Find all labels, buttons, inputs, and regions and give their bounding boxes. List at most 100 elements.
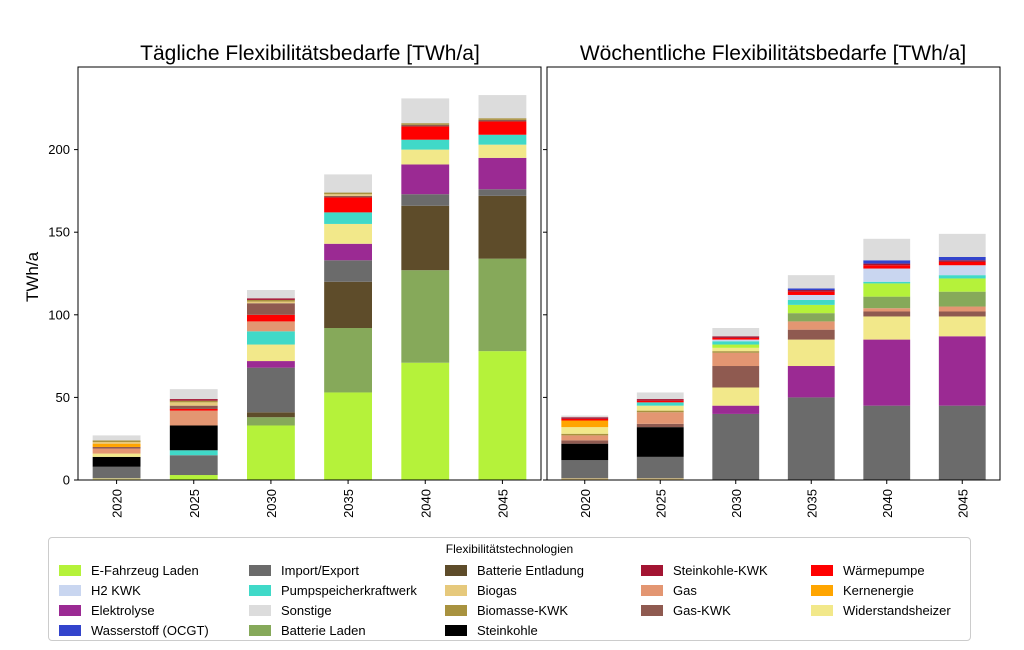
left-bar-2030-series-0 [247, 425, 295, 480]
legend-swatch [811, 564, 833, 576]
right-x-tick-label: 2045 [955, 489, 970, 518]
left-bar-2030-series-3 [247, 412, 295, 418]
right-bar-2030-series-12 [712, 341, 760, 345]
left-bar-2030-series-9 [247, 331, 295, 345]
left-bar-2035-series-7 [324, 243, 372, 261]
left-bar-2040-series-9 [401, 139, 450, 150]
right-bar-2040-series-6 [863, 308, 911, 312]
right-bar-2030-series-16 [712, 336, 760, 338]
right-bar-2040-series-16 [863, 263, 911, 266]
legend-item: Kernenergie [811, 580, 961, 600]
legend-item [641, 620, 811, 640]
right-bar-2035-series-11 [787, 304, 835, 314]
legend-label: Batterie Entladung [477, 562, 584, 578]
right-bar-2040-series-3 [863, 339, 911, 406]
right-bar-2025-series-18 [636, 392, 684, 400]
right-bar-2020-series-10 [561, 427, 609, 434]
legend-swatch [249, 564, 271, 576]
right-bar-2020-series-15 [561, 418, 609, 421]
right-bar-2025-series-12 [636, 402, 684, 406]
legend-label: Kernenergie [843, 582, 914, 598]
legend-item: Wasserstoff (OCGT) [59, 620, 249, 640]
y-axis-label: TWh/a [23, 251, 42, 302]
left-bar-2030-series-17 [247, 290, 295, 299]
left-x-tick-label: 2025 [187, 489, 202, 518]
left-bar-2020-series-1 [92, 478, 141, 480]
left-bar-2035-series-0 [324, 392, 372, 480]
left-bar-2020-series-17 [92, 435, 141, 441]
left-bar-2025-series-15 [169, 400, 218, 403]
left-bar-2030-series-11 [247, 314, 295, 322]
right-chart-title: Wöchentliche Flexibilitätsbedarfe [TWh/a… [580, 42, 966, 65]
left-bar-2030-series-15 [247, 299, 295, 302]
legend-item: Gas [641, 580, 811, 600]
left-bar-2035-series-3 [324, 281, 372, 329]
right-bar-2030-series-4 [712, 387, 760, 406]
left-bar-2020-series-13 [92, 443, 141, 447]
right-bar-2035-series-5 [787, 329, 835, 340]
left-bar-2020-series-4 [92, 466, 141, 479]
left-bar-2045-series-0 [478, 351, 527, 480]
left-bar-2030-series-16 [247, 298, 295, 300]
right-x-tick-label: 2040 [880, 489, 895, 518]
legend-label: Elektrolyse [91, 602, 155, 618]
left-bar-2025-series-11 [169, 408, 218, 411]
left-bar-2035-series-4 [324, 260, 372, 282]
left-chart-title: Tägliche Flexibilitätsbedarfe [TWh/a] [140, 42, 480, 65]
legend-label: Sonstige [281, 602, 332, 618]
right-bar-2030-series-15 [712, 337, 760, 340]
right-bar-2045-series-11 [938, 278, 986, 292]
legend-item: Sonstige [249, 600, 445, 620]
legend-item: Elektrolyse [59, 600, 249, 620]
right-bar-2040-series-17 [863, 260, 911, 264]
legend-item: Import/Export [249, 560, 445, 580]
right-bar-2045-series-5 [938, 311, 986, 317]
left-bar-2025-series-10 [169, 410, 218, 426]
right-bar-2045-series-13 [938, 265, 986, 276]
left-x-tick-label: 2035 [341, 489, 356, 518]
right-bar-2035-series-8 [787, 313, 835, 322]
left-y-tick-label: 0 [63, 473, 70, 488]
legend-label: Wärmepumpe [843, 562, 925, 578]
left-bar-2035-series-11 [324, 197, 372, 213]
left-bar-2025-series-6 [169, 425, 218, 451]
left-bar-2025-series-12 [169, 405, 218, 409]
left-bar-2030-series-12 [247, 303, 295, 315]
left-bar-2035-series-9 [324, 212, 372, 224]
right-bar-2020-series-0 [561, 478, 609, 480]
left-bar-2035-series-2 [324, 328, 372, 393]
left-bar-2040-series-12 [401, 124, 450, 127]
left-bar-2045-series-7 [478, 157, 527, 190]
right-bar-2030-series-9 [712, 351, 760, 353]
left-bar-2020-series-14 [92, 442, 141, 444]
right-bar-2040-series-13 [863, 268, 911, 282]
right-bar-2035-series-6 [787, 321, 835, 330]
legend-item: Steinkohle-KWK [641, 560, 811, 580]
legend-label: Batterie Laden [281, 622, 366, 638]
right-bar-2040-series-12 [863, 281, 911, 284]
right-bar-2045-series-6 [938, 306, 986, 312]
legend-label: Gas-KWK [673, 602, 731, 618]
left-bar-2040-series-3 [401, 205, 450, 271]
right-bar-2040-series-5 [863, 311, 911, 317]
right-bar-2020-series-16 [561, 417, 609, 419]
left-bar-2040-series-8 [401, 149, 450, 165]
right-bar-2035-series-12 [787, 299, 835, 305]
right-bar-2040-series-8 [863, 296, 911, 309]
left-bar-2040-series-4 [401, 194, 450, 206]
left-bar-2025-series-4 [169, 455, 218, 476]
right-bar-2030-series-6 [712, 352, 760, 367]
left-bar-2040-series-11 [401, 126, 450, 140]
legend-label: Biomasse-KWK [477, 602, 569, 618]
left-bar-2030-series-7 [247, 361, 295, 368]
right-x-tick-label: 2025 [653, 489, 668, 518]
right-bar-2035-series-16 [787, 290, 835, 292]
right-bar-2035-series-18 [787, 275, 835, 289]
right-bar-2035-series-1 [787, 397, 835, 480]
legend-item: Steinkohle [445, 620, 641, 640]
right-bar-2025-series-0 [636, 478, 684, 480]
left-y-tick-label: 50 [56, 390, 70, 405]
left-bar-2025-series-16 [169, 399, 218, 401]
left-y-tick-label: 200 [48, 142, 70, 157]
right-x-tick-label: 2030 [729, 489, 744, 518]
